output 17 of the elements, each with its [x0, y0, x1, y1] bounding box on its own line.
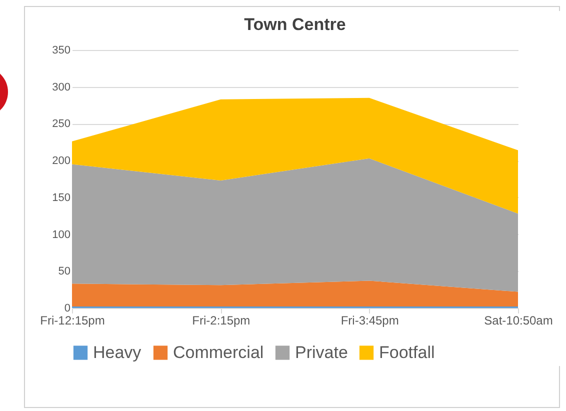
legend-label: Footfall [379, 342, 435, 362]
y-tick-label: 350 [52, 44, 70, 56]
y-tick-label: 250 [52, 118, 70, 130]
y-tick-label: 100 [52, 228, 70, 241]
chart-title: Town Centre [244, 15, 346, 34]
legend-label: Commercial [173, 342, 264, 362]
y-tick-label: 0 [64, 302, 70, 314]
x-tick-label: Fri-3:45pm [340, 314, 399, 328]
legend-label: Private [295, 342, 348, 362]
legend-label: Heavy [93, 342, 142, 362]
x-tick-label: Fri-12:15pm [40, 314, 105, 328]
y-tick-label: 150 [52, 192, 70, 204]
y-tick-label: 300 [52, 81, 70, 94]
x-tick-label: Fri-2:15pm [192, 314, 250, 328]
y-tick-label: 200 [52, 155, 70, 168]
y-tick-label: 50 [58, 266, 70, 278]
x-tick-label: Sat-10:50am [484, 314, 553, 328]
